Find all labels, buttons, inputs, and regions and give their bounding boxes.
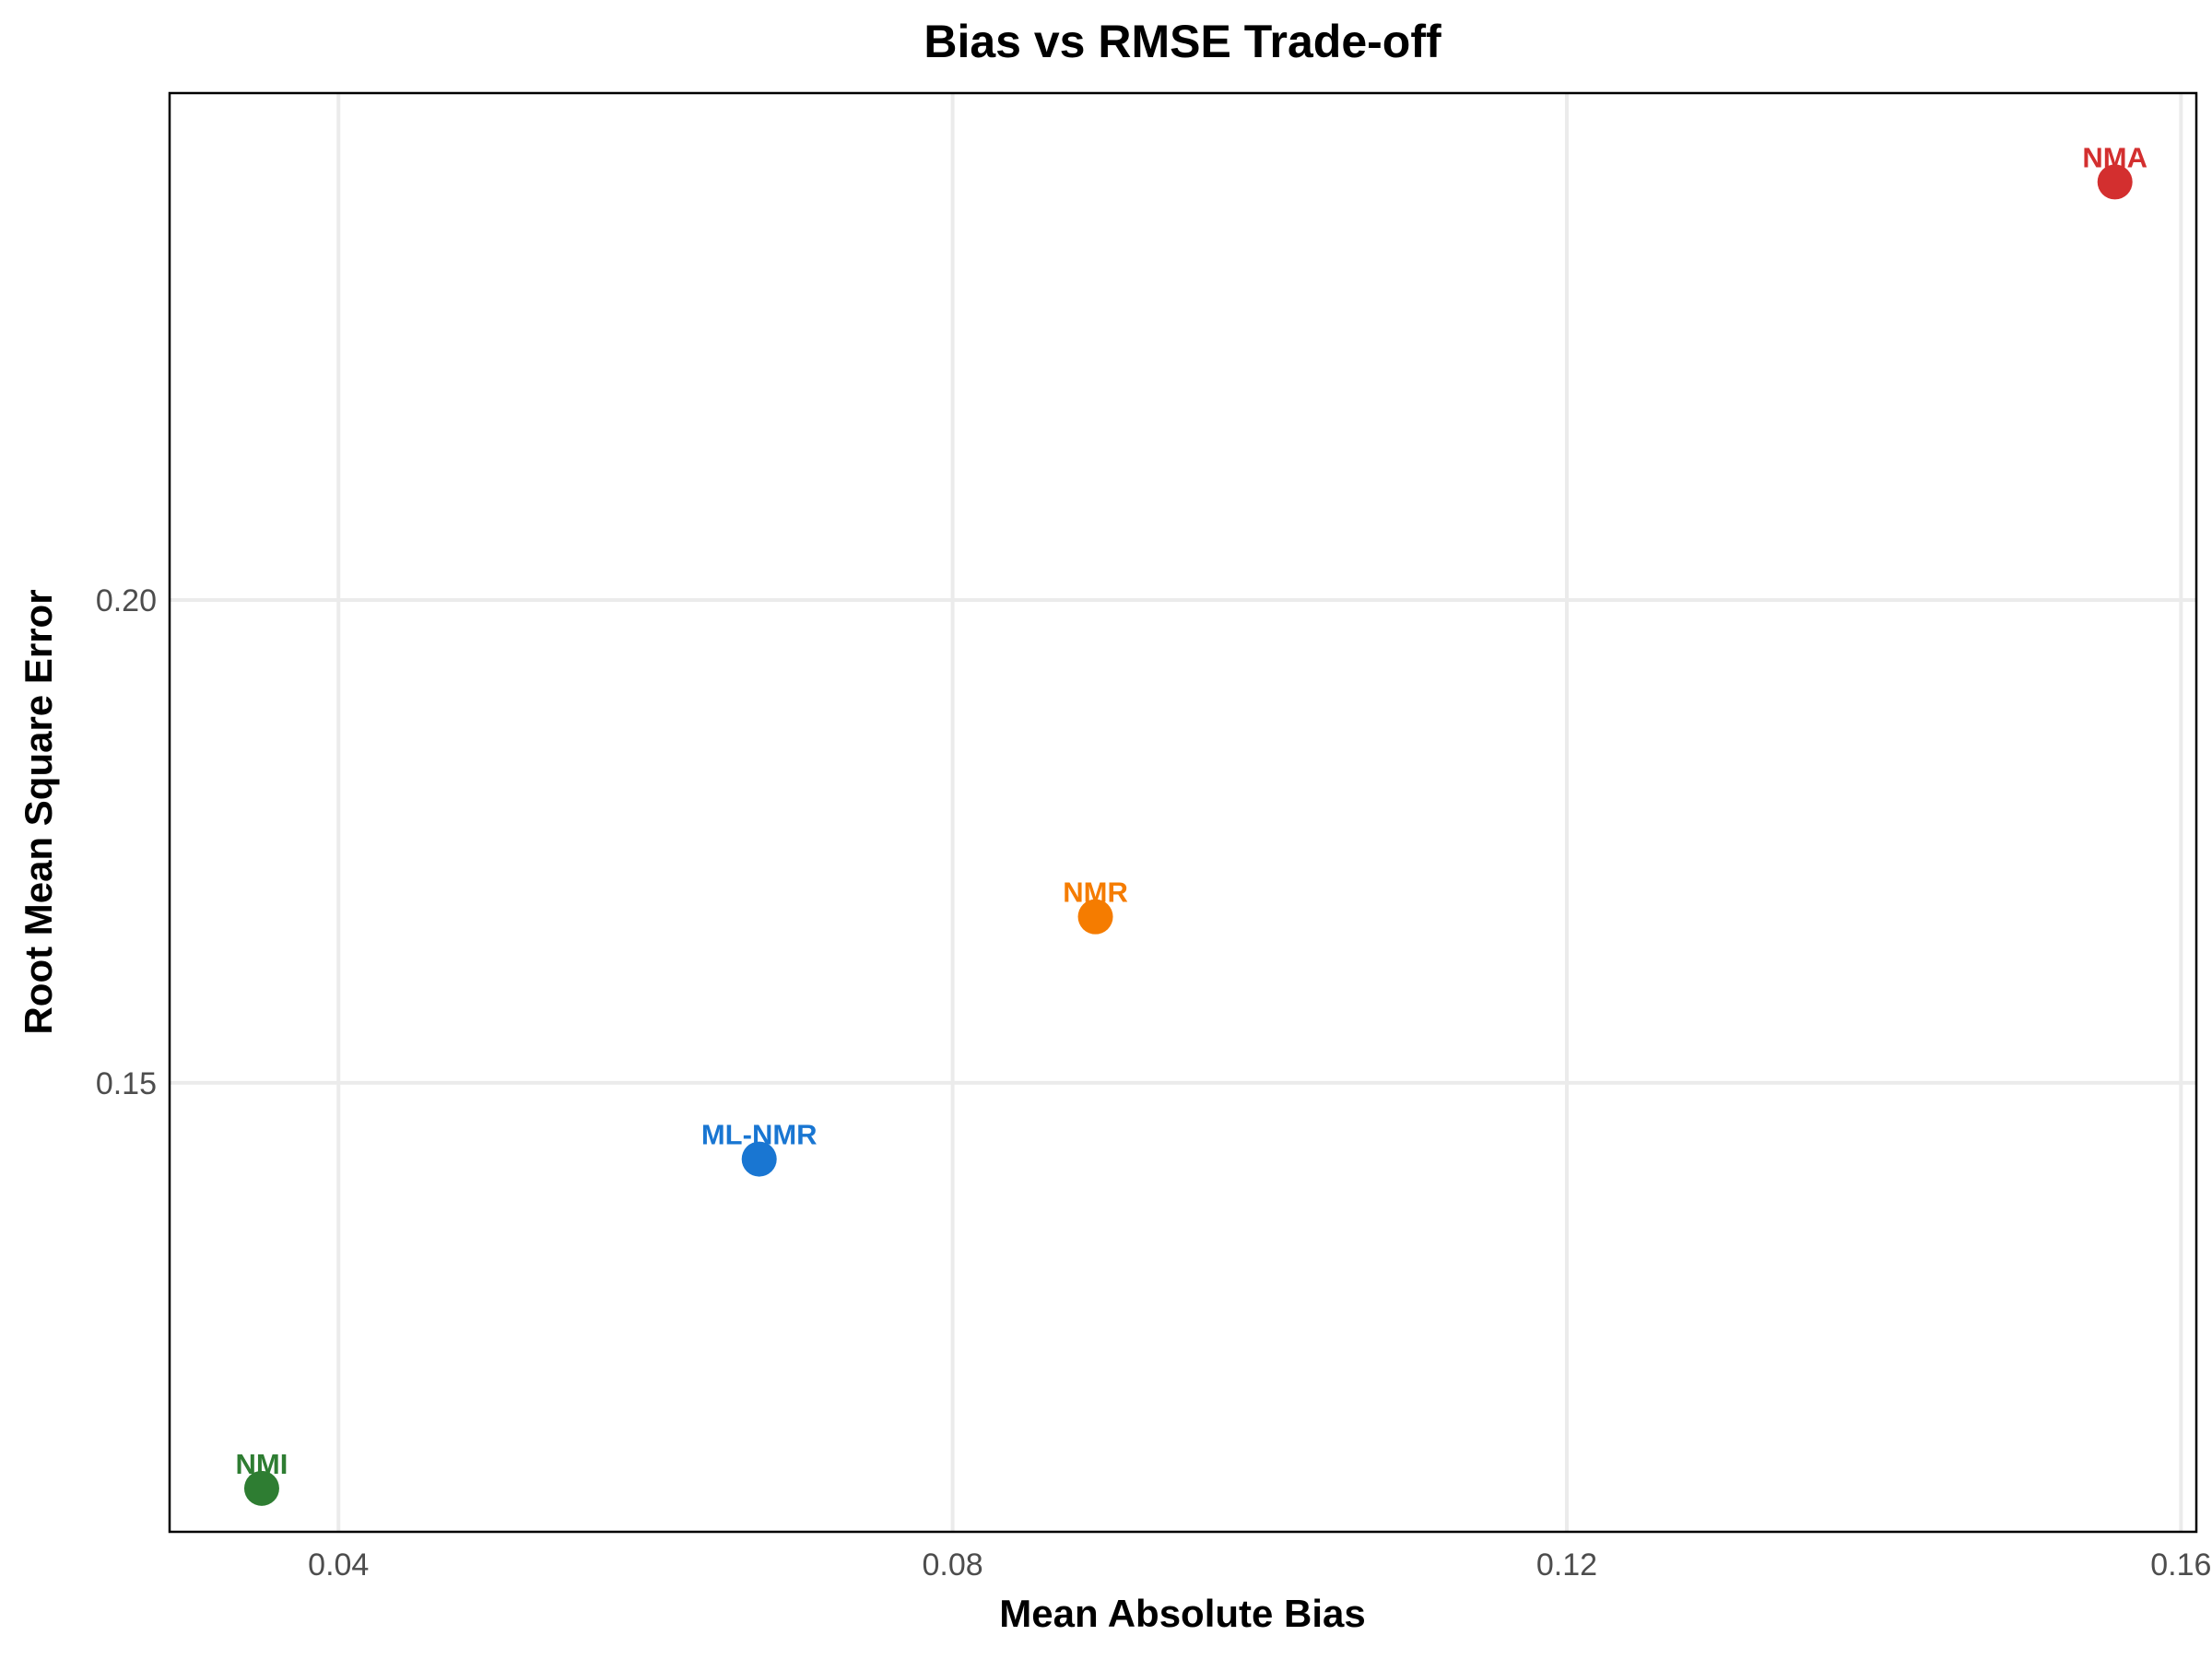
x-tick-label: 0.16 (2150, 1547, 2211, 1583)
y-tick-labels: 0.15 0.20 (96, 583, 157, 1101)
chart-title: Bias vs RMSE Trade-off (924, 16, 1441, 67)
point-label-nmr: NMR (1063, 877, 1128, 909)
y-tick-label: 0.20 (96, 583, 157, 618)
gridlines (170, 93, 2196, 1532)
point-label-nmi: NMI (236, 1448, 288, 1480)
data-point-nmi (243, 1470, 279, 1506)
point-label-ml-nmr: ML-NMR (701, 1119, 818, 1151)
data-points (243, 164, 2133, 1506)
y-tick-label: 0.15 (96, 1066, 157, 1101)
point-labels: NMA NMR ML-NMR NMI (236, 141, 2147, 1479)
y-axis-title: Root Mean Square Error (17, 589, 60, 1034)
x-axis-title: Mean Absolute Bias (999, 1592, 1366, 1635)
point-label-nma: NMA (2082, 141, 2147, 173)
x-tick-label: 0.08 (923, 1547, 983, 1583)
data-point-nma (2097, 164, 2133, 200)
data-point-nmr (1077, 899, 1113, 935)
x-tick-label: 0.04 (308, 1547, 369, 1583)
x-tick-label: 0.12 (1536, 1547, 1597, 1583)
plot-frame (168, 91, 2198, 1534)
x-tick-labels: 0.04 0.08 0.12 0.16 (308, 1547, 2211, 1583)
data-point-ml-nmr (741, 1141, 777, 1177)
